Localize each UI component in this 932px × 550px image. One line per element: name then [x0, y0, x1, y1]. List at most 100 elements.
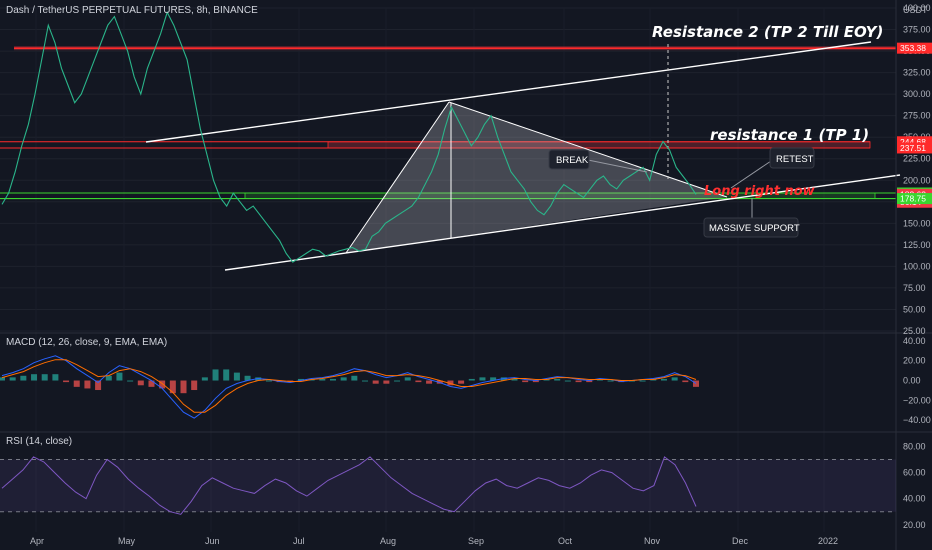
macd-histogram-bar [458, 380, 465, 384]
macd-histogram-bar [84, 380, 91, 389]
macd-histogram-bar [511, 378, 518, 381]
macd-histogram-bar [564, 380, 571, 382]
price-badge [897, 193, 932, 205]
shaded-triangle [346, 102, 727, 253]
macd-tick-label: 20.00 [903, 356, 926, 366]
macd-histogram-bar [362, 380, 369, 382]
rsi-tick-label: 20.00 [903, 520, 926, 530]
time-tick-label: Dec [732, 536, 749, 546]
price-tick-label: 225.00 [903, 154, 931, 164]
price-badge [897, 142, 932, 154]
price-tick-label: 50.00 [903, 304, 926, 314]
rsi-line [1, 456, 697, 515]
price-badge [897, 136, 932, 148]
svg-text:RETEST: RETEST [776, 154, 814, 165]
price-badge-label: 353.38 [900, 43, 926, 53]
macd-histogram-bar [340, 377, 347, 381]
break-callout: BREAK [548, 149, 648, 173]
time-tick-label: Nov [644, 536, 661, 546]
currency-label: USDT [903, 5, 928, 15]
macd-histogram-bar [490, 377, 497, 381]
macd-histogram-bar [212, 369, 219, 381]
macd-histogram-bar [265, 380, 272, 382]
price-tick-label: 400.00 [903, 3, 931, 13]
macd-line [1, 355, 697, 419]
macd-histogram-bar [682, 380, 689, 383]
time-tick-label: Aug [380, 536, 396, 546]
macd-histogram-bar [660, 378, 667, 381]
macd-histogram-bar [180, 380, 187, 394]
time-tick-label: Oct [558, 536, 573, 546]
price-badge-label: 244.68 [900, 137, 926, 147]
macd-histogram-bar [372, 380, 379, 384]
upper-trendline [145, 41, 872, 143]
macd-histogram-bar [201, 377, 208, 381]
macd-tick-label: −20.00 [903, 395, 931, 405]
price-tick-label: 325.00 [903, 68, 931, 78]
price-tick-label: 375.00 [903, 25, 931, 35]
lower-trendline [224, 174, 901, 271]
retest-callout: RETEST [730, 147, 815, 189]
macd-histogram-bar [52, 374, 59, 381]
macd-histogram-bar [127, 380, 134, 382]
macd-histogram-bar [169, 380, 176, 394]
macd-histogram-bar [329, 378, 336, 381]
macd-tick-label: −40.00 [903, 415, 931, 425]
macd-histogram-bar [639, 380, 646, 382]
price-tick-label: 300.00 [903, 89, 931, 99]
macd-histogram-bar [244, 375, 251, 381]
pattern-drawings [145, 41, 901, 271]
rsi-title: RSI (14, close) [6, 436, 72, 447]
macd-histogram-bar [73, 380, 80, 387]
macd-histogram-bar [468, 378, 475, 381]
long-now-label: Long right now [704, 184, 816, 199]
price-tick-label: 150.00 [903, 218, 931, 228]
price-tick-label: 25.00 [903, 326, 926, 336]
macd-tick-label: 40.00 [903, 336, 926, 346]
price-badges: 353.38244.68237.51185.21183.6336:14178.7… [897, 42, 932, 208]
macd-histogram-bar [148, 380, 155, 387]
macd-title: MACD (12, 26, close, 9, EMA, EMA) [6, 337, 167, 348]
resistance-2-label: Resistance 2 (TP 2 Till EOY) [652, 23, 883, 41]
macd-tick-label: 0.00 [903, 376, 921, 386]
macd-histogram-bar [63, 380, 70, 383]
macd-histogram-bar [522, 380, 529, 383]
time-tick-label: 2022 [818, 536, 838, 546]
macd-histogram-bar [628, 380, 635, 382]
price-tick-label: 100.00 [903, 261, 931, 271]
macd-histogram-bar [95, 380, 102, 391]
macd-histogram-bar [415, 380, 422, 383]
macd-histogram-bar [137, 380, 144, 386]
macd-histogram-bar [41, 374, 48, 381]
macd-histogram-bar [223, 369, 230, 381]
price-badge-label: 237.51 [900, 143, 926, 153]
price-tick-label: 125.00 [903, 240, 931, 250]
svg-text:BREAK: BREAK [556, 155, 589, 166]
time-tick-label: Apr [30, 536, 44, 546]
macd-histogram-bar [191, 380, 198, 391]
macd-histogram-bar [693, 380, 699, 387]
macd-signal-line [1, 359, 697, 413]
macd-histogram-bar [479, 377, 486, 381]
macd-histogram-bar [607, 380, 614, 382]
time-tick-label: May [118, 536, 136, 546]
chart-title: Dash / TetherUS PERPETUAL FUTURES, 8h, B… [6, 5, 258, 16]
macd-histogram-bar [20, 375, 27, 381]
price-badge-label: 178.75 [900, 194, 926, 204]
price-tick-label: 275.00 [903, 111, 931, 121]
triangle-upper-edge [448, 101, 728, 198]
rsi-tick-label: 40.00 [903, 494, 926, 504]
rsi-tick-label: 80.00 [903, 441, 926, 451]
macd-histogram-bar [426, 380, 433, 384]
macd-histogram-bar [554, 378, 561, 381]
time-tick-label: Jul [293, 536, 305, 546]
time-tick-label: Jun [205, 536, 220, 546]
macd-histogram-bar [671, 377, 678, 381]
macd-histogram-bar [586, 380, 593, 383]
resistance-1-label: resistance 1 (TP 1) [710, 126, 869, 144]
price-tick-label: 200.00 [903, 175, 931, 185]
macd-histogram-bar [9, 377, 16, 381]
macd-histogram-bar [532, 380, 539, 383]
horizontal-levels [0, 46, 896, 200]
